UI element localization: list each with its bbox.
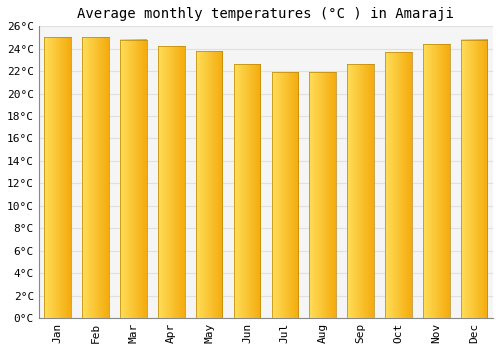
- Title: Average monthly temperatures (°C ) in Amaraji: Average monthly temperatures (°C ) in Am…: [78, 7, 454, 21]
